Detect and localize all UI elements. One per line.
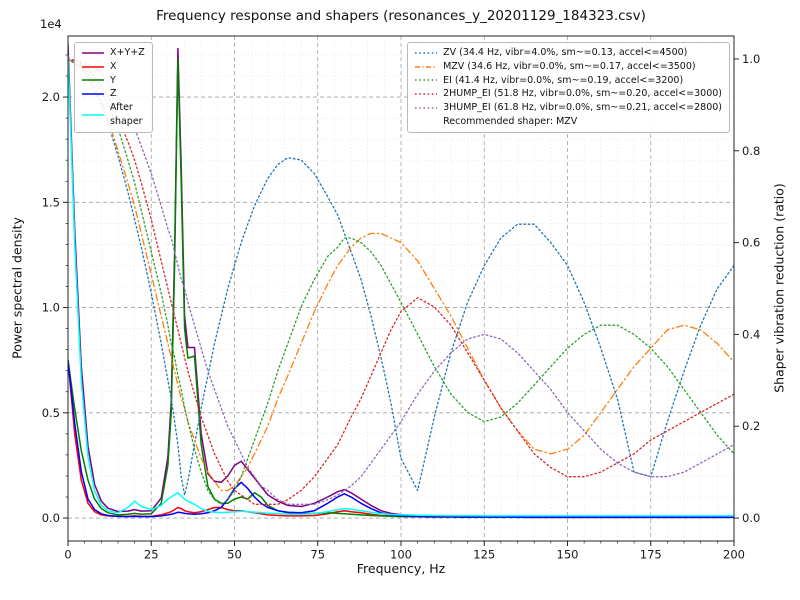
legend-label: Y [110, 74, 116, 86]
legend-line-swatch [415, 93, 438, 95]
y-left-tick-label: 1.0 [42, 301, 60, 315]
y-right-tick-label: 0.8 [742, 144, 760, 158]
y-left-tick-label: 0.5 [42, 406, 60, 420]
x-tick-label: 200 [723, 548, 745, 562]
y-right-tick-label: 0.6 [742, 236, 760, 250]
series-ei [68, 58, 734, 505]
x-tick-label: 50 [227, 548, 242, 562]
psd-legend-item: X+Y+Z [81, 46, 145, 60]
series-2hump-ei [68, 58, 734, 505]
x-tick-label: 125 [473, 548, 495, 562]
series-zv [68, 58, 734, 496]
y-left-tick-label: 2.0 [42, 90, 60, 104]
shaper-legend-item: 3HUMP_EI (61.8 Hz, vibr=0.0%, sm~=0.21, … [414, 101, 722, 115]
y-left-tick-label: 1.5 [42, 195, 60, 209]
x-tick-label: 150 [557, 548, 579, 562]
x-tick-label: 75 [310, 548, 325, 562]
legend-label: Z [110, 88, 117, 100]
legend-line-swatch [82, 65, 104, 68]
chart-title: Frequency response and shapers (resonanc… [156, 8, 646, 24]
shaper-legend-item: MZV (34.6 Hz, vibr=0.0%, sm~=0.17, accel… [414, 60, 722, 74]
x-tick-label: 25 [144, 548, 159, 562]
legend-label: 3HUMP_EI (61.8 Hz, vibr=0.0%, sm~=0.21, … [443, 102, 722, 114]
y-axis-offset-text: 1e4 [40, 17, 62, 31]
y-right-tick-label: 1.0 [742, 52, 760, 66]
y-right-tick-label: 0.4 [742, 327, 760, 341]
psd-legend: X+Y+Z X Y Z After shaper [74, 42, 153, 133]
legend-line-swatch [415, 52, 438, 54]
shaper-legend-item: 2HUMP_EI (51.8 Hz, vibr=0.0%, sm~=0.20, … [414, 87, 722, 101]
legend-line-swatch [415, 79, 438, 82]
shaper-legend: ZV (34.4 Hz, vibr=4.0%, sm~=0.13, accel<… [407, 42, 730, 133]
legend-line-swatch [415, 107, 438, 109]
legend-line-swatch [82, 114, 104, 116]
psd-legend-item: X [81, 60, 145, 74]
legend-line-swatch [415, 65, 438, 68]
shaper-legend-item: ZV (34.4 Hz, vibr=4.0%, sm~=0.13, accel<… [414, 46, 722, 60]
y-left-axis-label: Power spectral density [9, 217, 25, 359]
psd-legend-item: Z [81, 87, 145, 101]
recommended-shaper-note: Recommended shaper: MZV [443, 115, 578, 127]
legend-label: X+Y+Z [110, 47, 145, 58]
series-after-shaper [68, 54, 734, 517]
legend-label: MZV (34.6 Hz, vibr=0.0%, sm~=0.17, accel… [443, 60, 696, 72]
legend-label: EI (41.4 Hz, vibr=0.0%, sm~=0.19, accel<… [443, 74, 684, 86]
x-axis-label: Frequency, Hz [356, 561, 446, 576]
legend-label: After shaper [110, 102, 143, 127]
y-right-tick-label: 0.2 [742, 419, 760, 433]
legend-line-swatch [82, 79, 104, 82]
series-3hump-ei [68, 58, 734, 505]
legend-label: X [110, 60, 117, 72]
psd-legend-item: Y [81, 74, 145, 88]
y-left-tick-label: 0.0 [42, 511, 60, 525]
y-right-axis-label: Shaper vibration reduction (ratio) [771, 183, 787, 393]
series-z [68, 359, 734, 518]
y-right-tick-label: 0.0 [742, 511, 760, 525]
x-tick-label: 175 [640, 548, 662, 562]
legend-label: 2HUMP_EI (51.8 Hz, vibr=0.0%, sm~=0.20, … [443, 88, 722, 100]
x-tick-label: 0 [64, 548, 71, 562]
x-tick-label: 100 [390, 548, 412, 562]
legend-line-swatch [82, 93, 104, 95]
series-mzv [68, 58, 734, 492]
psd-legend-item: After shaper [81, 101, 145, 129]
shaper-legend-item: EI (41.4 Hz, vibr=0.0%, sm~=0.19, accel<… [414, 74, 722, 88]
legend-label: ZV (34.4 Hz, vibr=4.0%, sm~=0.13, accel<… [443, 47, 688, 58]
legend-line-swatch [82, 52, 104, 54]
